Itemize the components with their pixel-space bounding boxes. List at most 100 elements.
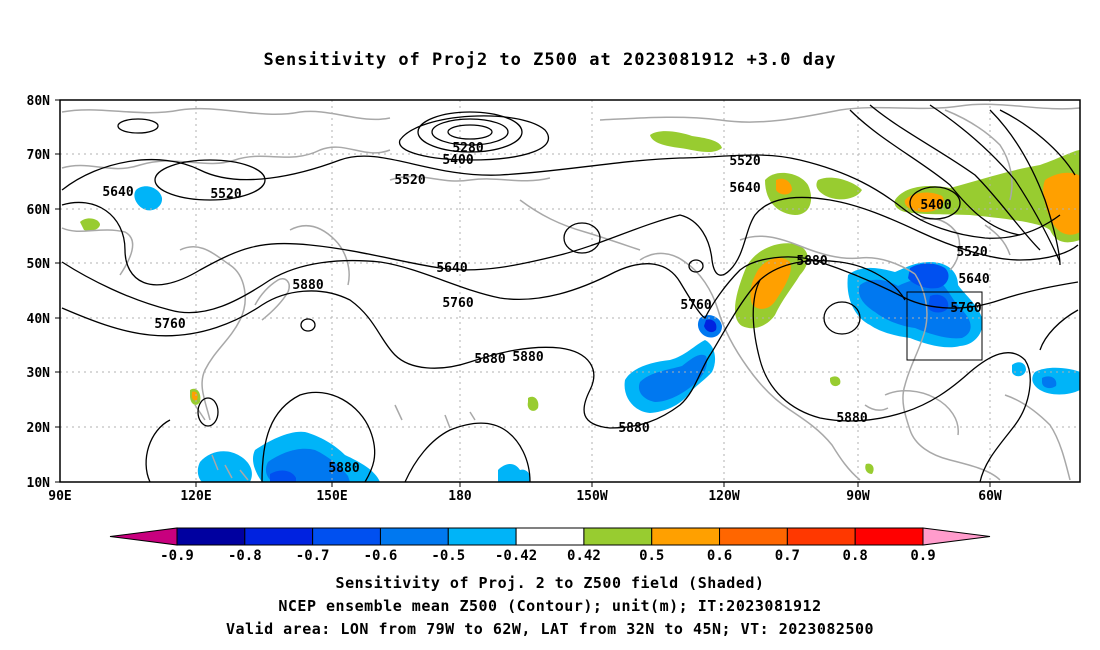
colorbar-label: 0.7 xyxy=(775,548,800,564)
shade-blob xyxy=(498,464,531,482)
contour-label: 5880 xyxy=(796,254,827,269)
contour-label: 5880 xyxy=(836,411,867,426)
lon-label: 120W xyxy=(708,489,739,504)
lat-label: 50N xyxy=(27,257,51,272)
colorbar-swatch xyxy=(447,527,517,546)
shade-blob xyxy=(750,257,791,309)
shade-blob xyxy=(904,192,944,212)
contour-label: 5520 xyxy=(729,154,760,169)
shade-blob xyxy=(816,177,862,200)
contour-label: 5880 xyxy=(328,461,359,476)
lon-label: 120E xyxy=(180,489,211,504)
graticule xyxy=(60,100,1080,482)
colorbar-label: 0.8 xyxy=(843,548,868,564)
contour-label: 5640 xyxy=(102,185,133,200)
contour-label: 5520 xyxy=(394,173,425,188)
colorbar-swatch xyxy=(515,527,585,546)
colorbar-swatch xyxy=(854,527,924,546)
colorbar-swatch xyxy=(651,527,721,546)
caption-line-3: Valid area: LON from 79W to 62W, LAT fro… xyxy=(225,620,875,638)
colorbar-max-triangle xyxy=(922,527,991,546)
shade-blob xyxy=(134,186,163,211)
colorbar-label: 0.9 xyxy=(910,548,935,564)
shade-blob xyxy=(191,391,198,401)
colorbar-label: -0.6 xyxy=(364,548,398,564)
lat-label: 40N xyxy=(27,312,51,327)
contour-labels: 5280 5400 5400 5520 5520 5520 5520 5640 … xyxy=(102,141,989,476)
colorbar-swatch xyxy=(312,527,381,546)
map-title: Sensitivity of Proj2 to Z500 at 20230819… xyxy=(263,50,837,70)
shade-blob xyxy=(830,376,841,387)
shade-blob xyxy=(704,319,717,333)
contour-label: 5400 xyxy=(442,153,473,168)
lon-label: 60W xyxy=(978,489,1002,504)
shade-blob xyxy=(865,463,874,474)
axis-ticks xyxy=(55,99,991,487)
contour-label: 5880 xyxy=(474,352,505,367)
shade-blob xyxy=(270,470,296,482)
colorbar-label: -0.5 xyxy=(431,548,465,564)
caption-line-1: Sensitivity of Proj. 2 to Z500 field (Sh… xyxy=(335,574,765,592)
shade-blob xyxy=(908,263,949,289)
colorbar: -0.9 -0.8 -0.7 -0.6 -0.5 -0.42 0.42 0.5 0.6 0.7 0.… xyxy=(109,527,991,564)
map-frame xyxy=(59,99,1081,483)
lon-label: 150W xyxy=(576,489,607,504)
shade-blob xyxy=(858,278,971,339)
lon-labels: 90E 120E 150E 180 150W 120W 90W 60W xyxy=(48,489,1002,504)
z500-contours xyxy=(61,104,1079,483)
lat-label: 30N xyxy=(27,366,51,381)
colorbar-label: 0.5 xyxy=(639,548,664,564)
colorbar-label: 0.6 xyxy=(707,548,732,564)
contour-label: 5400 xyxy=(920,198,951,213)
lon-label: 150E xyxy=(316,489,347,504)
shade-blob xyxy=(197,451,252,482)
coastlines xyxy=(61,103,1081,481)
caption-line-2: NCEP ensemble mean Z500 (Contour); unit(… xyxy=(278,597,822,615)
shade-blob xyxy=(1043,172,1080,235)
colorbar-swatch xyxy=(583,527,653,546)
colorbar-label: 0.42 xyxy=(567,548,601,564)
colorbar-swatch xyxy=(176,527,246,546)
shade-blob xyxy=(80,218,100,231)
contour-label: 5640 xyxy=(436,261,467,276)
colorbar-label: -0.7 xyxy=(296,548,330,564)
colorbar-label: -0.9 xyxy=(160,548,194,564)
shade-blob xyxy=(638,354,708,402)
colorbar-swatch xyxy=(786,527,856,546)
contour-label: 5520 xyxy=(210,187,241,202)
valid-area-box xyxy=(906,291,983,361)
colorbar-swatch xyxy=(244,527,314,546)
shade-blob xyxy=(776,178,792,195)
colorbar-swatch xyxy=(719,527,788,546)
lat-label: 20N xyxy=(27,421,51,436)
shade-blob xyxy=(650,131,722,153)
lat-label: 60N xyxy=(27,203,51,218)
contour-label: 5520 xyxy=(956,245,987,260)
colorbar-label: -0.8 xyxy=(228,548,262,564)
shade-blob xyxy=(1032,367,1080,395)
lat-label: 80N xyxy=(27,94,51,109)
shade-blob xyxy=(527,396,539,411)
lat-label: 70N xyxy=(27,148,51,163)
contour-label: 5760 xyxy=(950,301,981,316)
contour-label: 5880 xyxy=(512,350,543,365)
colorbar-min-triangle xyxy=(109,527,178,546)
contour-label: 5280 xyxy=(452,141,483,156)
colorbar-label: -0.42 xyxy=(495,548,537,564)
shade-blob xyxy=(1042,376,1057,389)
contour-label: 5760 xyxy=(154,317,185,332)
colorbar-swatch xyxy=(379,527,449,546)
sensitivity-shading xyxy=(80,131,1080,482)
lon-label: 90W xyxy=(846,489,870,504)
contour-label: 5760 xyxy=(680,298,711,313)
lat-label: 10N xyxy=(27,476,51,491)
contour-label: 5640 xyxy=(958,272,989,287)
lat-labels: 80N 70N 60N 50N 40N 30N 20N 10N xyxy=(27,94,51,491)
lon-label: 180 xyxy=(448,489,472,504)
contour-label: 5760 xyxy=(442,296,473,311)
shade-blob xyxy=(1012,362,1026,377)
contour-label: 5880 xyxy=(618,421,649,436)
contour-label: 5640 xyxy=(729,181,760,196)
contour-label: 5880 xyxy=(292,278,323,293)
